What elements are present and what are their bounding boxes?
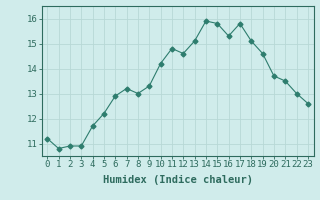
X-axis label: Humidex (Indice chaleur): Humidex (Indice chaleur) [103,175,252,185]
